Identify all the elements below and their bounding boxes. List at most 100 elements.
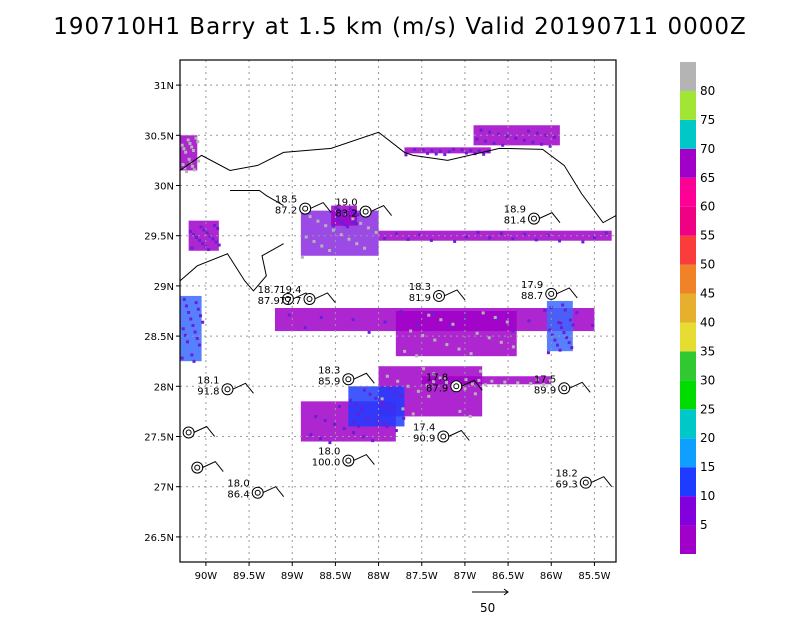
wind-barb xyxy=(314,292,336,304)
station-temp: 19.0 xyxy=(335,198,357,209)
wind-swath-speckle xyxy=(394,429,398,433)
wind-swath-speckle xyxy=(469,352,473,356)
lon-tick-label: 89W xyxy=(281,571,304,582)
station-marker xyxy=(450,380,463,393)
wind-barb xyxy=(448,429,470,441)
wind-swath-speckle xyxy=(383,320,387,324)
colorbar-level-label: 25 xyxy=(700,402,715,416)
wind-swath-speckle xyxy=(320,244,324,248)
station-marker-inner xyxy=(530,215,537,222)
wind-swath-speckle xyxy=(195,337,199,341)
wind-swath-speckle xyxy=(505,320,509,324)
wind-swath-speckle xyxy=(340,221,344,225)
wind-barb xyxy=(232,382,254,394)
wind-swath-speckle xyxy=(591,323,595,327)
station-temp: 18.0 xyxy=(318,447,340,458)
wind-swath-speckle xyxy=(197,159,201,163)
wind-swath-speckle xyxy=(191,324,195,328)
wind-swath-speckle xyxy=(558,239,562,243)
station-marker xyxy=(437,430,450,443)
wind-swath-speckle xyxy=(356,413,360,417)
station-value: 86.4 xyxy=(227,490,249,501)
wind-swath-speckle xyxy=(385,425,389,429)
colorbar-swatch xyxy=(680,62,696,91)
wind-swath-speckle xyxy=(432,372,436,376)
station-marker xyxy=(433,289,446,302)
wind-swath-speckle xyxy=(190,145,194,149)
wind-swath-speckle xyxy=(194,301,198,305)
station-marker-inner xyxy=(440,433,447,440)
station-marker xyxy=(221,383,234,396)
station-marker xyxy=(191,461,204,474)
wind-swath-speckle xyxy=(193,330,197,334)
wind-swath-speckle xyxy=(318,437,322,441)
wind-swath-speckle xyxy=(559,326,563,330)
wind-swath-speckle xyxy=(488,236,492,240)
wind-swath-speckle xyxy=(416,389,420,393)
station-marker-inner xyxy=(582,479,589,486)
station-value: 100.0 xyxy=(312,458,341,469)
wind-swath-speckle xyxy=(430,149,434,153)
wind-swath-speckle xyxy=(196,140,200,144)
wind-swath-speckle xyxy=(413,147,417,151)
station-marker-inner xyxy=(345,457,352,464)
wind-barb xyxy=(556,287,578,299)
wind-barb xyxy=(353,453,375,465)
wind-swath-speckle xyxy=(367,330,371,334)
wind-swath-speckle xyxy=(385,374,389,378)
wind-swath-speckle xyxy=(535,131,539,135)
wind-swath-speckle xyxy=(380,397,384,401)
wind-barb xyxy=(538,212,561,223)
wind-swath-speckle xyxy=(199,225,203,229)
station-marker-inner xyxy=(194,464,201,471)
wind-swath-speckle xyxy=(324,224,328,228)
wind-swath-speckle xyxy=(477,149,481,153)
station-marker xyxy=(545,287,558,300)
wind-swath-speckle xyxy=(433,338,437,342)
wind-swath-speckle xyxy=(438,376,442,380)
lat-tick-label: 27.5N xyxy=(144,433,174,444)
wind-swath-speckle xyxy=(197,343,201,347)
wind-swath-speckle xyxy=(352,431,356,435)
wind-swath-speckle xyxy=(511,329,515,333)
colorbar-level-label: 30 xyxy=(700,373,715,387)
colorbar-swatch xyxy=(680,525,696,554)
wind-swath-speckle xyxy=(346,225,350,229)
colorbar-level-label: 45 xyxy=(700,287,715,301)
wind-swath-speckle xyxy=(463,314,467,318)
wind-swath-speckle xyxy=(185,170,189,174)
wind-swath-speckle xyxy=(492,141,496,145)
colorbar-level-label: 35 xyxy=(700,344,715,358)
station-marker-inner xyxy=(306,295,313,302)
lon-tick-label: 88W xyxy=(367,571,390,582)
station-value: 87.2 xyxy=(275,206,297,217)
wind-swath-speckle xyxy=(535,378,539,382)
lon-tick-label: 88.5W xyxy=(319,571,351,582)
wind-swath-speckle xyxy=(421,148,425,152)
wind-swath-speckle xyxy=(187,157,191,161)
station-temp: 17.5 xyxy=(534,374,556,385)
coastline-segment xyxy=(179,131,617,224)
wind-swath-speckle xyxy=(544,133,548,137)
wind-swath-speckle xyxy=(460,148,464,152)
wind-swath-speckle xyxy=(499,231,503,235)
wind-swath-speckle xyxy=(383,236,387,240)
wind-swath-speckle xyxy=(511,345,515,349)
wind-swath-speckle xyxy=(553,338,557,342)
wind-swath-speckle xyxy=(570,346,574,350)
wind-swath-speckle xyxy=(581,240,585,244)
wind-swath-speckle xyxy=(403,349,407,353)
colorbar-level-label: 40 xyxy=(700,315,715,329)
wind-swath-speckle xyxy=(445,380,449,384)
wind-swath-speckle xyxy=(399,394,403,398)
wind-swath-speckle xyxy=(529,382,533,386)
colorbar-level-label: 5 xyxy=(700,518,708,532)
wind-swath-speckle xyxy=(188,141,192,145)
lon-tick-label: 89.5W xyxy=(233,571,265,582)
wind-swath-speckle xyxy=(335,217,339,221)
colorbar-swatch xyxy=(680,148,696,178)
wind-swath-speckle xyxy=(300,255,304,259)
colorbar-swatch xyxy=(680,322,696,352)
wind-swath-speckle xyxy=(425,383,429,387)
wind-barb xyxy=(202,461,224,472)
